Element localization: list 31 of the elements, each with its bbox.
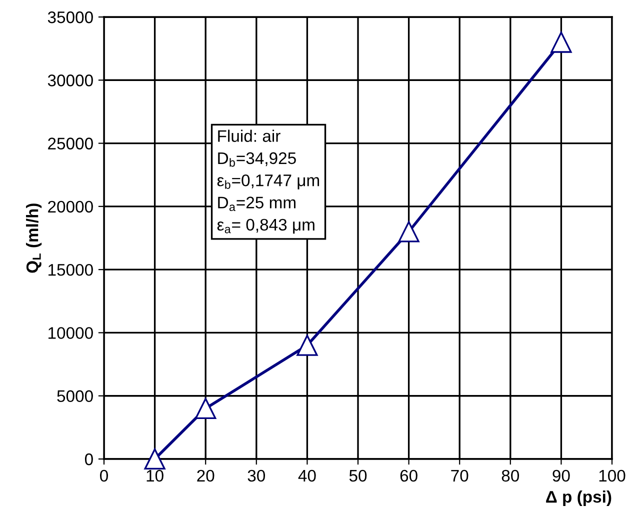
point [550,32,572,53]
y-axis-title: Q$_{L}$ (ml/h) [26,204,42,273]
annotation: D$_{b}$=34,925 [218,152,296,167]
x-tick-label: 30 [248,470,266,482]
x-axis-title: Δ p (psi) [546,490,612,506]
y-tick-label: 15000 [48,264,93,276]
point [296,334,318,356]
x-tick-label: 70 [451,470,468,482]
y-tick-label: 0 [84,453,93,466]
y-tick-label: 25000 [48,138,93,150]
point [195,398,216,420]
y-tick-label: 30000 [48,74,93,86]
annotation: Fluid: air [218,130,280,142]
x-tick-label: 100 [599,470,626,482]
x-tick-label: 50 [349,470,367,482]
annotation: D$_{a}$=25 mm [218,196,296,212]
point [398,221,420,242]
x-tick-label: 10 [146,470,164,482]
annotation: ε$_{b}$=0,1747 μm [217,174,320,190]
x-tick-label: 60 [400,470,418,482]
y-tick-label: 20000 [48,200,93,213]
x-tick-label: 20 [197,470,214,482]
y-tick-label: 35000 [48,11,93,24]
y-tick-label: 5000 [57,390,93,402]
annotation: ε$_{a}$= 0,843 μm [217,218,314,234]
y-tick-label: 10000 [48,327,93,339]
x-tick-label: 0 [100,470,108,482]
x-tick-label: 40 [298,470,316,482]
x-tick-label: 80 [502,470,520,482]
x-tick-label: 90 [552,470,570,482]
point [144,448,166,470]
